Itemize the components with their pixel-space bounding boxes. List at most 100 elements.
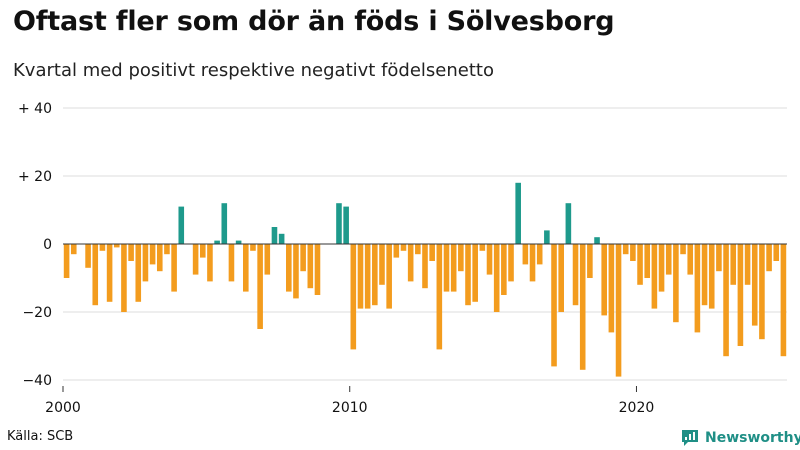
bar-negative	[558, 244, 564, 312]
bar-negative	[192, 244, 199, 275]
bar-negative	[759, 244, 765, 340]
bar-positive	[343, 206, 349, 244]
bar-negative	[737, 244, 744, 346]
bar-negative	[436, 244, 443, 350]
bar-negative	[121, 244, 127, 312]
bar-negative	[615, 244, 622, 377]
bar-negative	[350, 244, 357, 350]
bar-negative	[379, 244, 385, 285]
brand-logo[interactable]: Newsworthy	[680, 428, 800, 448]
grid-lines	[63, 107, 787, 381]
bar-negative	[286, 244, 292, 292]
x-tick-label: 2010	[332, 400, 368, 416]
bar-negative	[465, 244, 471, 306]
bar-negative	[156, 244, 163, 272]
bar-positive	[544, 230, 550, 244]
bar-negative	[113, 244, 120, 248]
bar-chart: + 40 + 20 0 −20 −40 2000 2010 2020	[18, 101, 787, 416]
y-tick-label: 0	[43, 237, 52, 253]
chart-subtitle: Kvartal med positivt respektive negativt…	[13, 60, 494, 81]
bar-negative	[773, 244, 780, 261]
bar-negative	[458, 244, 464, 272]
bar-negative	[658, 244, 665, 292]
bar-negative	[536, 244, 543, 265]
bar-negative	[529, 244, 536, 282]
bar-positive	[178, 206, 185, 244]
bar-negative	[429, 244, 435, 261]
bar-positive	[278, 233, 285, 244]
bar-negative	[407, 244, 414, 282]
bar-negative	[780, 244, 787, 357]
x-axis-ticks: 2000 2010 2020	[45, 386, 654, 416]
bar-negative	[372, 244, 378, 306]
bar-negative	[264, 244, 271, 275]
bar-negative	[207, 244, 213, 282]
bar-negative	[250, 244, 256, 251]
bar-negative	[622, 244, 629, 255]
bar-negative	[450, 244, 457, 292]
bar-negative	[766, 244, 772, 272]
bar-negative	[243, 244, 249, 292]
bar-negative	[128, 244, 134, 261]
bar-negative	[300, 244, 306, 272]
bar-negative	[92, 244, 99, 306]
bar-positive	[515, 182, 521, 244]
bar-negative	[393, 244, 400, 258]
bar-negative	[673, 244, 679, 323]
bar-positive	[271, 227, 278, 244]
bar-negative	[400, 244, 407, 251]
x-tick-label: 2000	[45, 400, 81, 416]
bar-negative	[85, 244, 91, 268]
x-tick-label: 2020	[619, 400, 655, 416]
bar-series	[63, 182, 787, 377]
bar-negative	[479, 244, 486, 251]
y-tick-label: −20	[22, 305, 52, 321]
bar-positive	[214, 240, 220, 244]
bar-negative	[708, 244, 715, 309]
bar-negative	[601, 244, 607, 316]
bar-negative	[415, 244, 421, 255]
chart-title: Oftast fler som dör än föds i Sölvesborg	[13, 6, 615, 37]
bar-negative	[106, 244, 113, 302]
y-tick-label: −40	[22, 373, 52, 389]
bar-negative	[522, 244, 529, 265]
bar-negative	[551, 244, 557, 367]
y-tick-label: + 20	[18, 169, 52, 185]
bar-negative	[579, 244, 586, 370]
bar-negative	[637, 244, 643, 285]
bar-negative	[307, 244, 314, 289]
bar-negative	[364, 244, 371, 309]
y-tick-label: + 40	[18, 101, 52, 117]
bar-negative	[135, 244, 142, 302]
bar-negative	[357, 244, 364, 309]
bar-negative	[472, 244, 478, 302]
bar-negative	[680, 244, 686, 255]
bar-negative	[493, 244, 500, 312]
bar-negative	[508, 244, 514, 282]
bar-negative	[744, 244, 751, 285]
bar-negative	[687, 244, 694, 275]
bar-negative	[63, 244, 70, 278]
bar-negative	[572, 244, 579, 306]
bar-negative	[694, 244, 701, 333]
source-note: Källa: SCB	[7, 429, 74, 444]
bar-negative	[293, 244, 299, 299]
bar-positive	[565, 203, 572, 244]
bar-positive	[221, 203, 228, 244]
bar-negative	[587, 244, 593, 278]
bar-negative	[665, 244, 672, 275]
bar-negative	[651, 244, 658, 309]
bar-negative	[257, 244, 263, 329]
bar-negative	[171, 244, 177, 292]
bar-negative	[751, 244, 758, 326]
bar-negative	[701, 244, 708, 306]
bar-negative	[644, 244, 651, 278]
y-axis-ticks: + 40 + 20 0 −20 −40	[18, 101, 52, 389]
bar-negative	[149, 244, 156, 265]
bar-negative	[630, 244, 636, 261]
bar-negative	[716, 244, 722, 272]
bar-positive	[235, 240, 242, 244]
bar-negative	[386, 244, 392, 309]
brand-name: Newsworthy	[705, 430, 800, 446]
bar-negative	[422, 244, 428, 289]
